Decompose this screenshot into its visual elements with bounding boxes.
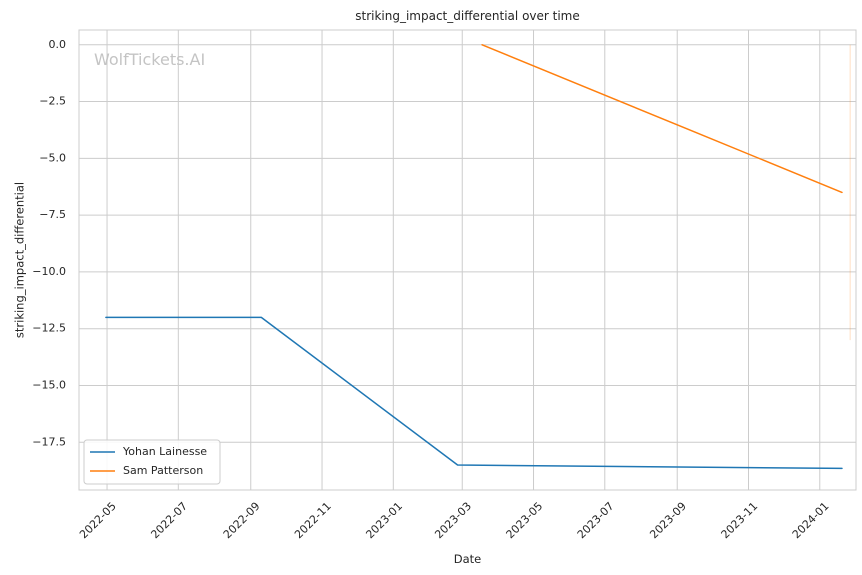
y-tick-label: 0.0 bbox=[49, 38, 67, 51]
series-layer bbox=[105, 44, 843, 470]
y-axis-title: striking_impact_differential bbox=[13, 182, 27, 338]
y-tick-label: −10.0 bbox=[32, 265, 66, 278]
series-line-yohan-lainesse bbox=[105, 316, 843, 470]
legend: Yohan Lainesse Sam Patterson bbox=[83, 439, 221, 485]
plot-frame bbox=[78, 29, 857, 491]
x-tick-label: 2023-11 bbox=[719, 500, 761, 542]
x-axis-title: Date bbox=[454, 552, 482, 566]
series-line-sam-patterson bbox=[481, 44, 843, 194]
x-tick-label: 2023-07 bbox=[575, 500, 617, 542]
y-tick-label: −12.5 bbox=[32, 322, 66, 335]
x-tick-label: 2023-01 bbox=[363, 500, 405, 542]
x-tick-label: 2022-09 bbox=[221, 500, 263, 542]
y-tick-label: −7.5 bbox=[39, 208, 66, 221]
y-tick-label: −15.0 bbox=[32, 379, 66, 392]
x-tick-label: 2023-03 bbox=[432, 500, 474, 542]
x-tick-label: 2022-05 bbox=[77, 500, 119, 542]
x-tick-label: 2024-01 bbox=[790, 500, 832, 542]
chart-title: striking_impact_differential over time bbox=[355, 9, 580, 23]
plot-background bbox=[79, 30, 856, 490]
legend-label: Yohan Lainesse bbox=[122, 445, 207, 458]
legend-label: Sam Patterson bbox=[123, 464, 203, 477]
x-tick-labels: 2022-05 2022-07 2022-09 2022-11 2023-01 2023-… bbox=[77, 500, 831, 542]
x-tick-label: 2022-07 bbox=[148, 500, 190, 542]
x-tick-label: 2023-09 bbox=[647, 500, 689, 542]
y-tick-label: −17.5 bbox=[32, 435, 66, 448]
y-tick-label: −5.0 bbox=[39, 151, 66, 164]
watermark-text: WolfTickets.AI bbox=[94, 50, 205, 69]
y-tick-labels: 0.0 −2.5 −5.0 −7.5 −10.0 −12.5 −15.0 −17.5 bbox=[32, 38, 66, 449]
x-tick-label: 2022-11 bbox=[292, 500, 334, 542]
x-gridlines bbox=[106, 30, 821, 490]
legend-box bbox=[83, 439, 221, 485]
x-tick-label: 2023-05 bbox=[504, 500, 546, 542]
y-tick-label: −2.5 bbox=[39, 95, 66, 108]
